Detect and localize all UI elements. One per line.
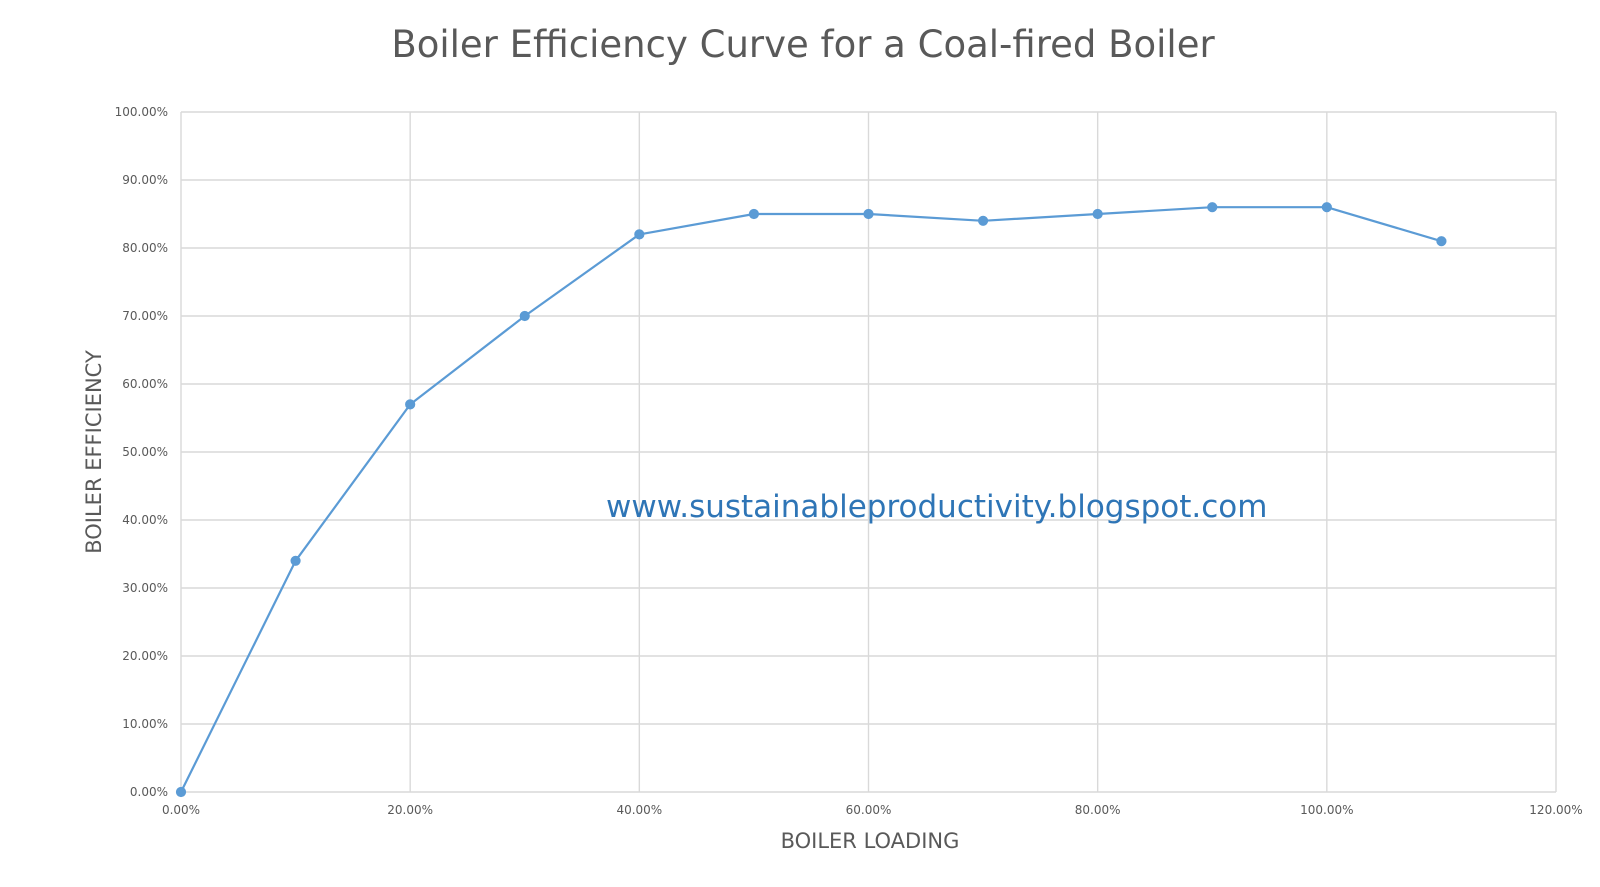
data-point (748, 208, 760, 220)
x-tick-label: 40.00% (616, 803, 662, 817)
data-point (1092, 208, 1103, 220)
data-point (175, 786, 187, 798)
x-tick-label: 20.00% (387, 803, 433, 817)
chart-title: Boiler Efficiency Curve for a Coal-fired… (391, 23, 1215, 66)
data-point (1436, 236, 1447, 247)
series (175, 202, 1447, 798)
y-tick-label: 40.00% (122, 513, 168, 527)
y-tick-label: 90.00% (122, 173, 168, 187)
y-axis-title: BOILER EFFICIENCY (82, 350, 106, 554)
y-tick-label: 0.00% (130, 785, 168, 799)
x-tick-label: 80.00% (1075, 803, 1121, 817)
y-tick-label: 60.00% (122, 377, 168, 391)
series-line (180, 206, 1442, 793)
y-tick-label: 10.00% (122, 717, 168, 731)
tick-labels: 0.00% 10.00% 20.00% 30.00% 40.00% 50.00% 60.00… (115, 105, 1583, 817)
x-tick-label: 60.00% (846, 803, 892, 817)
y-tick-label: 80.00% (122, 241, 168, 255)
data-point (519, 310, 530, 322)
y-tick-label: 70.00% (122, 309, 168, 323)
data-point (863, 208, 874, 220)
data-point (977, 215, 989, 226)
y-tick-label: 30.00% (122, 581, 168, 595)
x-tick-label: 0.00% (162, 803, 200, 817)
x-axis-title: BOILER LOADING (781, 829, 960, 853)
x-tick-label: 100.00% (1300, 803, 1353, 817)
y-tick-label: 100.00% (115, 105, 168, 119)
y-tick-label: 50.00% (122, 445, 168, 459)
data-point (634, 229, 645, 240)
data-point (405, 399, 416, 410)
watermark-url: www.sustainableproductivity.blogspot.com (606, 489, 1267, 525)
grid (180, 111, 1557, 793)
data-point (290, 555, 301, 566)
data-point (1207, 202, 1218, 213)
data-point (1321, 202, 1332, 213)
y-tick-label: 20.00% (122, 649, 168, 663)
x-tick-label: 120.00% (1529, 803, 1582, 817)
